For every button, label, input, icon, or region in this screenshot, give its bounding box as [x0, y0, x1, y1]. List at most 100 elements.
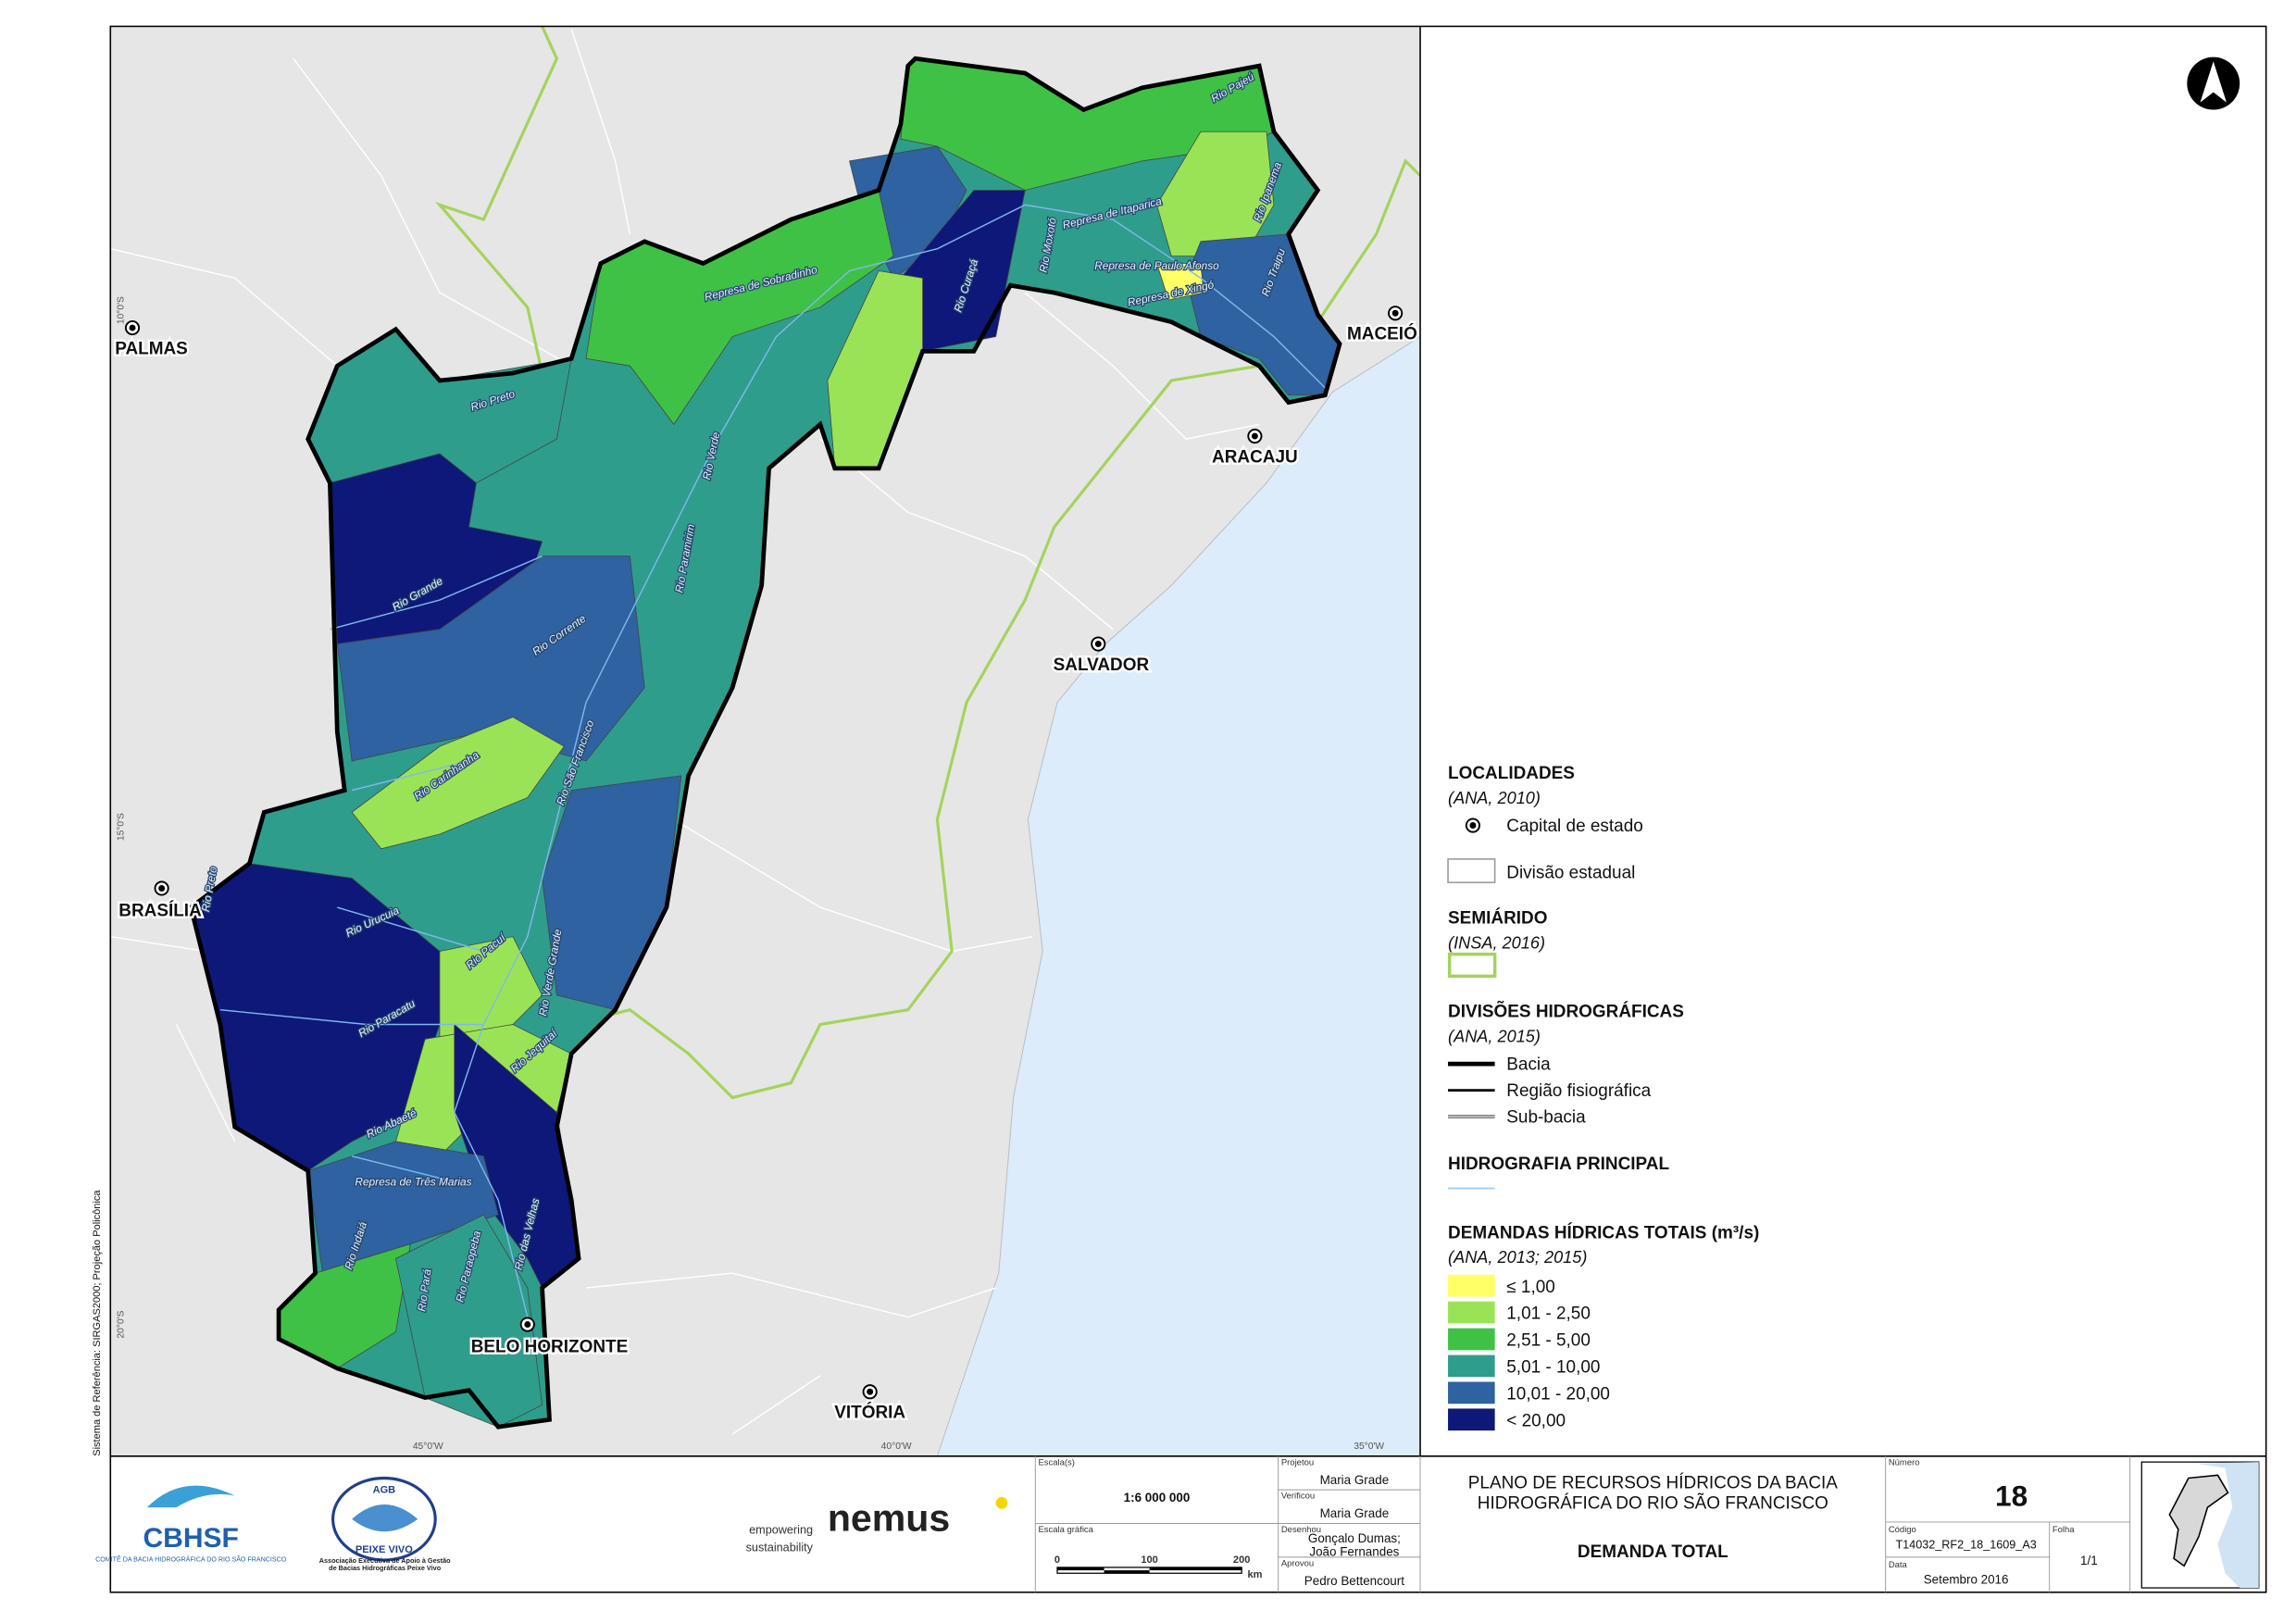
sheet-title: HIDROGRÁFICA DO RIO SÃO FRANCISCO	[1478, 1493, 1828, 1514]
logo-subtext-box: Associação Executiva de Apoio à Gestão d…	[318, 1556, 451, 1572]
field-label: Projetou	[1281, 1457, 1314, 1467]
city-label: PALMAS	[115, 340, 188, 359]
logo-text: PEIXE VIVO	[356, 1544, 413, 1555]
basin-units	[190, 57, 1341, 1428]
field-label: Data	[1889, 1560, 1908, 1570]
city-label: BELO HORIZONTE	[471, 1338, 629, 1357]
map: PALMAS MACEIÓ ARACAJU SALVADOR BRASÍLIA BELO …	[110, 26, 1421, 1456]
field-label: Verificou	[1281, 1492, 1315, 1502]
sheet-frame	[109, 25, 2267, 1593]
field-value: Pedro Bettencourt	[1304, 1574, 1404, 1588]
logo-subtext: COMITÊ DA BACIA HIDROGRÁFICA DO RIO SÃO …	[95, 1555, 287, 1564]
coordinate-label: 40°0'W	[881, 1442, 912, 1452]
shape	[219, 556, 543, 1187]
field-label: Desenhou	[1281, 1525, 1321, 1535]
sheet-subtitle: DEMANDA TOTAL	[1578, 1542, 1728, 1562]
sheet-title: PLANO DE RECURSOS HÍDRICOS DA BACIA	[1468, 1474, 1839, 1493]
title-block-texts: Escala(s) 1:6 000 000 Escala gráfica 0 1…	[1038, 1457, 2097, 1588]
scale-bar	[1056, 1567, 1104, 1571]
legend-source: (ANA, 2013; 2015)	[1448, 1248, 1587, 1267]
legend-heading: HIDROGRAFIA PRINCIPAL	[1448, 1155, 1669, 1174]
coordinate-label: 15°0'S	[117, 813, 127, 841]
field-value: Setembro 2016	[1924, 1572, 2009, 1586]
city-marker	[1251, 432, 1258, 440]
sub-basin	[336, 556, 645, 762]
city-marker	[524, 1321, 531, 1329]
legend-item: Capital de estado	[1506, 817, 1643, 836]
legend: LOCALIDADES (ANA, 2010) Capital de estad…	[1447, 764, 1759, 1431]
field-value: Maria Grade	[1320, 1473, 1390, 1487]
city-marker	[158, 885, 166, 892]
scale-label: km	[1247, 1569, 1262, 1580]
title-block	[1034, 1455, 2131, 1592]
river-label: Represa de Paulo Afonso	[1094, 259, 1219, 272]
shape	[2195, 1462, 2259, 1589]
city-label: VITÓRIA	[834, 1403, 905, 1423]
legend-heading: SEMIÁRIDO	[1448, 907, 1547, 928]
shape	[2168, 1474, 2229, 1567]
field-label: Código	[1889, 1525, 1916, 1535]
scale-bar	[1104, 1570, 1150, 1574]
shape	[110, 29, 1260, 1435]
logo-text: CBHSF	[144, 1523, 239, 1554]
logo-text: AGB	[373, 1484, 396, 1495]
city-label: ARACAJU	[1212, 448, 1298, 468]
legend-swatch	[1448, 1274, 1495, 1297]
rivers-lines	[219, 204, 1326, 1317]
city-marker	[867, 1388, 874, 1395]
legend-item: Divisão estadual	[1506, 863, 1635, 882]
nemus-tag: empowering sustainability	[745, 1523, 814, 1554]
field-value: Gonçalo Dumas;	[1308, 1531, 1401, 1545]
reference-system: Sistema de Referência: SIRGAS2000; Proje…	[92, 1190, 103, 1456]
coordinate-label: 45°0'W	[413, 1442, 443, 1452]
basin-outline	[188, 56, 1342, 1429]
nemus-logo: nemus	[828, 1496, 950, 1539]
legend-swatch	[1448, 1328, 1495, 1351]
shape	[453, 204, 1326, 1317]
river-label: Represa de Três Marias	[355, 1175, 471, 1188]
legend-heading: DIVISÕES HIDROGRÁFICAS	[1448, 1002, 1684, 1022]
coordinate-labels: 10°0'S 15°0'S 20°0'S 45°0'W 40°0'W 35°0'W	[117, 296, 1385, 1452]
demand-classes: ≤ 1,00 1,01 - 2,50 2,51 - 5,00 5,01 - 10,00…	[1448, 1274, 1610, 1431]
legend-swatch	[1448, 1355, 1495, 1378]
legend-heading: LOCALIDADES	[1448, 764, 1575, 783]
logo-shape	[352, 1504, 418, 1532]
city-marker	[1391, 309, 1399, 317]
logo-subtext: Associação Executiva de Apoio à Gestão d…	[318, 1556, 451, 1572]
legend-swatch	[1448, 1408, 1495, 1431]
legend-heading: DEMANDAS HÍDRICAS TOTAIS (m³/s)	[1448, 1222, 1759, 1242]
field-value: Maria Grade	[1320, 1506, 1390, 1520]
legend-item: Bacia	[1506, 1055, 1551, 1074]
legend-swatch	[1448, 1301, 1495, 1324]
field-value: 1/1	[2080, 1554, 2098, 1567]
city-label: SALVADOR	[1054, 655, 1150, 675]
shape	[2200, 61, 2227, 103]
legend-item: 5,01 - 10,00	[1506, 1358, 1600, 1378]
legend-item: Região fisiográfica	[1506, 1081, 1651, 1101]
coordinate-label: 20°0'S	[117, 1310, 127, 1338]
scale: 1:6 000 000	[1124, 1491, 1191, 1504]
field-label: Aprovou	[1281, 1558, 1314, 1568]
field-label: Número	[1889, 1457, 1920, 1467]
legend-item: < 20,00	[1506, 1411, 1566, 1430]
city-label: BRASÍLIA	[119, 901, 202, 921]
legend-symbol	[1447, 858, 1496, 883]
legend-item: 2,51 - 5,00	[1506, 1331, 1591, 1351]
state-borders	[110, 29, 1260, 1435]
legend-swatch	[1448, 1381, 1495, 1405]
city-label: MACEIÓ	[1347, 324, 1417, 344]
shape	[146, 1485, 235, 1508]
legend-item: ≤ 1,00	[1506, 1278, 1555, 1297]
city-marker	[129, 324, 136, 331]
legend-source: (ANA, 2010)	[1448, 789, 1541, 807]
scale-bar	[1149, 1567, 1242, 1571]
cities: PALMAS MACEIÓ ARACAJU SALVADOR BRASÍLIA BELO …	[113, 306, 1419, 1425]
coordinate-label: 35°0'W	[1354, 1442, 1384, 1452]
logo-dot	[995, 1497, 1008, 1509]
sheet-number: 18	[1995, 1479, 2028, 1513]
north-arrow	[2187, 56, 2240, 110]
field-label: Escala gráfica	[1038, 1525, 1093, 1535]
scale-label: 0	[1054, 1554, 1060, 1566]
